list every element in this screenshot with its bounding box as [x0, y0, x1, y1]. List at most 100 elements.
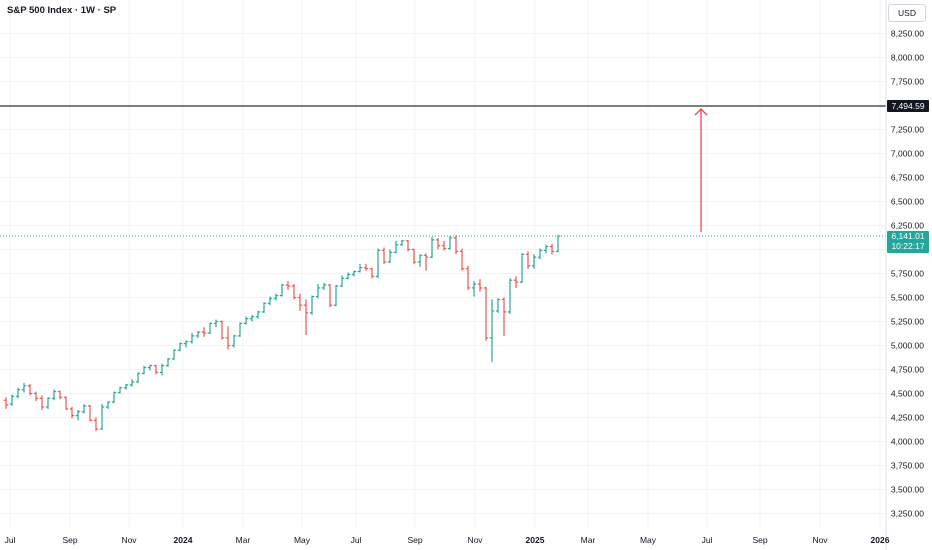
ohlc-bar[interactable] [51, 389, 57, 401]
ohlc-bar[interactable] [237, 322, 243, 337]
ohlc-bar[interactable] [213, 319, 219, 328]
ohlc-bar[interactable] [39, 395, 45, 410]
ohlc-bar[interactable] [483, 286, 489, 341]
ohlc-bar[interactable] [57, 390, 63, 400]
ohlc-bar[interactable] [333, 285, 339, 307]
price-scale-panel[interactable] [886, 0, 932, 550]
ohlc-bar[interactable] [249, 314, 255, 322]
ohlc-bar[interactable] [231, 334, 237, 348]
ohlc-bar[interactable] [519, 253, 525, 284]
ohlc-bar[interactable] [513, 276, 519, 288]
ohlc-bar[interactable] [435, 237, 441, 250]
ohlc-bar[interactable] [327, 284, 333, 308]
ohlc-bar[interactable] [507, 278, 513, 314]
ohlc-bar[interactable] [267, 296, 273, 306]
ohlc-bar[interactable] [291, 284, 297, 300]
ohlc-bar[interactable] [159, 363, 165, 376]
ohlc-bar[interactable] [399, 239, 405, 246]
ohlc-bar[interactable] [261, 302, 267, 313]
currency-button[interactable]: USD [888, 4, 926, 22]
ohlc-bar[interactable] [549, 243, 555, 255]
ohlc-bar[interactable] [387, 249, 393, 263]
ohlc-bar[interactable] [153, 364, 159, 375]
ohlc-bar[interactable] [297, 293, 303, 311]
ohlc-bar[interactable] [375, 248, 381, 279]
ohlc-bar[interactable] [537, 248, 543, 260]
ohlc-bar[interactable] [531, 254, 537, 269]
ohlc-bar[interactable] [441, 240, 447, 251]
ohlc-bar[interactable] [45, 397, 51, 409]
ohlc-bar[interactable] [429, 237, 435, 259]
ohlc-bar[interactable] [447, 236, 453, 250]
ohlc-bar[interactable] [363, 263, 369, 271]
ohlc-bar[interactable] [417, 254, 423, 267]
projection-arrow[interactable] [694, 108, 708, 233]
ohlc-bar[interactable] [3, 397, 9, 409]
ohlc-bar[interactable] [369, 267, 375, 279]
ohlc-bar[interactable] [279, 284, 285, 297]
ohlc-bar[interactable] [183, 340, 189, 348]
ohlc-bar[interactable] [543, 244, 549, 254]
current-price-label: 6,141.01 10:22:17 [887, 230, 929, 253]
ohlc-bar[interactable] [219, 320, 225, 340]
ohlc-bar[interactable] [21, 382, 27, 393]
ohlc-bar[interactable] [147, 364, 153, 371]
ohlc-bar[interactable] [87, 405, 93, 422]
ohlc-bar[interactable] [453, 235, 459, 255]
ohlc-bar[interactable] [345, 272, 351, 280]
ohlc-bar[interactable] [63, 396, 69, 410]
ohlc-bar[interactable] [393, 240, 399, 254]
ohlc-bar[interactable] [117, 386, 123, 394]
ohlc-bar[interactable] [423, 253, 429, 271]
x-tick-label: Mar [581, 535, 596, 545]
ohlc-bar[interactable] [135, 372, 141, 383]
ohlc-bar[interactable] [411, 248, 417, 264]
ohlc-bar[interactable] [255, 310, 261, 319]
ohlc-bar[interactable] [27, 383, 33, 396]
ohlc-bar[interactable] [477, 279, 483, 292]
ohlc-bar[interactable] [357, 263, 363, 273]
ohlc-bar[interactable] [471, 281, 477, 297]
ohlc-bar[interactable] [141, 365, 147, 375]
ohlc-bar[interactable] [351, 270, 357, 277]
ohlc-bar[interactable] [495, 298, 501, 313]
ohlc-bar[interactable] [489, 299, 495, 362]
ohlc-bar[interactable] [99, 404, 105, 430]
svg-text:6,141.01: 6,141.01 [891, 231, 924, 241]
ohlc-bar[interactable] [111, 391, 117, 404]
ohlc-bar[interactable] [339, 275, 345, 287]
ohlc-bar[interactable] [459, 248, 465, 271]
ohlc-bar[interactable] [69, 406, 75, 419]
ohlc-bar[interactable] [15, 387, 21, 399]
ohlc-bar[interactable] [381, 247, 387, 264]
ohlc-bar[interactable] [201, 327, 207, 337]
ohlc-bar[interactable] [243, 316, 249, 325]
ohlc-bar[interactable] [81, 404, 87, 414]
ohlc-bar[interactable] [525, 251, 531, 269]
ohlc-bar[interactable] [501, 297, 507, 336]
ohlc-bar[interactable] [9, 394, 15, 406]
ohlc-bar[interactable] [93, 417, 99, 431]
ohlc-bar[interactable] [321, 283, 327, 290]
ohlc-bars [3, 235, 561, 431]
ohlc-bar[interactable] [405, 239, 411, 252]
ohlc-bar[interactable] [207, 322, 213, 334]
ohlc-bar[interactable] [309, 295, 315, 315]
ohlc-bar[interactable] [285, 281, 291, 290]
ohlc-bar[interactable] [195, 331, 201, 338]
ohlc-bar[interactable] [75, 409, 81, 421]
ohlc-bar[interactable] [171, 349, 177, 360]
ohlc-bar[interactable] [303, 299, 309, 335]
ohlc-bar[interactable] [129, 379, 135, 387]
ohlc-bar[interactable] [273, 293, 279, 301]
ohlc-bar[interactable] [33, 391, 39, 402]
ohlc-bar[interactable] [177, 342, 183, 352]
ohlc-bar[interactable] [165, 357, 171, 367]
ohlc-bar[interactable] [465, 265, 471, 290]
ohlc-bar[interactable] [315, 284, 321, 299]
ohlc-bar[interactable] [225, 326, 231, 350]
ohlc-bar[interactable] [105, 401, 111, 409]
ohlc-bar[interactable] [189, 333, 195, 344]
ohlc-bar[interactable] [123, 383, 129, 390]
